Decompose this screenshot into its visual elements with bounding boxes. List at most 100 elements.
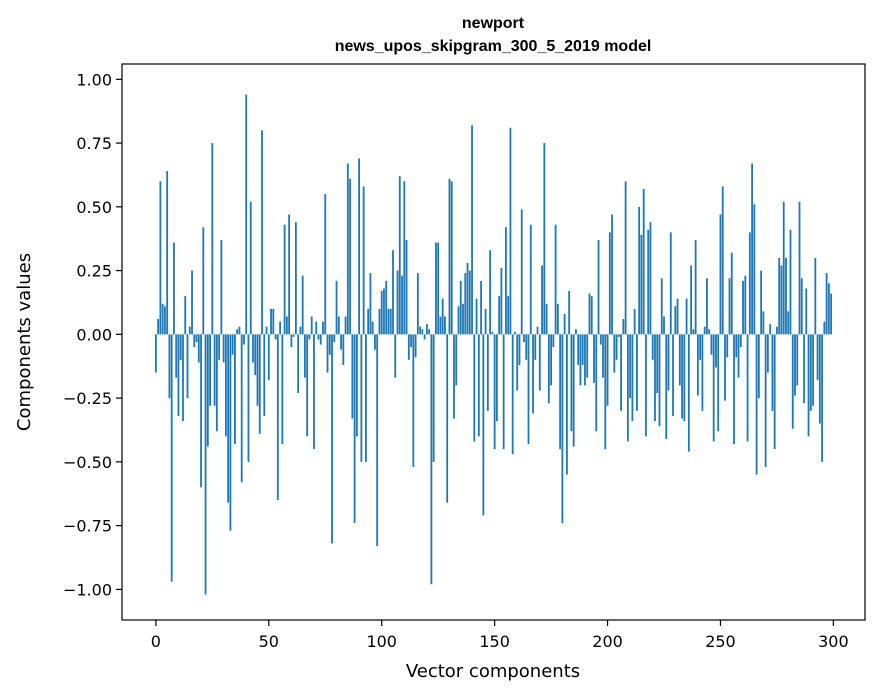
x-axis-ticks: 0 50 100 150 200 250 300	[151, 620, 849, 651]
bar	[444, 316, 446, 335]
bar	[473, 334, 476, 442]
bar	[245, 94, 248, 335]
bar	[520, 209, 523, 335]
bar	[484, 308, 487, 335]
bar	[631, 334, 634, 422]
bar	[611, 214, 613, 335]
bar	[340, 334, 342, 350]
bar	[437, 242, 440, 335]
bar	[267, 334, 270, 381]
bar	[766, 334, 769, 373]
bar	[703, 326, 706, 335]
x-axis-label: Vector components	[406, 661, 580, 682]
bar	[166, 171, 169, 335]
bar	[534, 334, 537, 360]
y-axis-ticks: −1.00 −0.75 −0.50 −0.25 0.00 0.25 0.50 0.75 1.00	[63, 70, 122, 599]
bar	[809, 334, 812, 411]
bar	[446, 334, 449, 503]
bar	[335, 280, 338, 335]
bar	[491, 331, 494, 335]
bar	[310, 316, 313, 335]
bar	[796, 334, 799, 386]
bar	[387, 308, 390, 335]
y-tick-label: 0.50	[76, 198, 112, 217]
bar	[712, 334, 715, 442]
bar	[687, 334, 690, 452]
bar	[541, 265, 543, 335]
bar	[595, 334, 598, 432]
x-tick-label: 50	[259, 632, 279, 651]
bar	[322, 321, 324, 335]
bar	[547, 334, 550, 404]
bar	[254, 334, 257, 376]
bar	[737, 334, 740, 378]
bar	[240, 334, 243, 483]
bar	[663, 316, 665, 335]
bar	[780, 265, 783, 335]
bar	[690, 265, 693, 335]
bar	[606, 334, 609, 406]
bar	[825, 273, 828, 335]
bar	[656, 334, 659, 394]
bar	[633, 308, 636, 335]
bar	[579, 334, 582, 386]
bar	[489, 250, 492, 335]
bar	[669, 232, 672, 335]
bar	[206, 334, 209, 447]
bar	[351, 334, 354, 419]
bar	[182, 334, 184, 422]
bar	[396, 270, 399, 335]
bar	[523, 334, 525, 342]
bar	[778, 257, 781, 335]
bar	[376, 334, 379, 547]
bar	[584, 334, 586, 386]
bar	[313, 334, 315, 450]
bar	[615, 334, 618, 360]
bar	[405, 239, 408, 335]
y-tick-label: −0.75	[63, 517, 112, 536]
bar	[694, 239, 697, 335]
bar	[559, 334, 562, 450]
bar	[383, 288, 385, 335]
bar	[807, 334, 810, 437]
x-tick-label: 100	[366, 632, 397, 651]
bar	[215, 334, 218, 432]
bar	[827, 283, 830, 335]
x-tick-label: 150	[479, 632, 510, 651]
bar	[222, 334, 225, 363]
bar	[482, 334, 485, 516]
bar	[270, 308, 272, 335]
bar	[462, 303, 464, 335]
bar	[428, 329, 431, 335]
bar	[385, 280, 388, 335]
bar	[570, 334, 573, 432]
bar	[746, 334, 749, 442]
bar	[459, 280, 462, 335]
bar	[247, 334, 250, 462]
bar	[748, 232, 751, 335]
bar	[416, 273, 419, 335]
bar	[353, 334, 356, 524]
bar	[170, 334, 173, 582]
bar	[674, 306, 677, 335]
bar	[638, 206, 641, 335]
bar	[613, 334, 616, 373]
bar	[751, 163, 753, 335]
bar	[706, 278, 708, 335]
bar	[441, 298, 444, 335]
bar	[154, 334, 157, 373]
bar	[389, 308, 392, 335]
bar	[620, 334, 622, 411]
bar	[279, 321, 281, 335]
bar	[715, 334, 717, 368]
bar	[660, 278, 663, 335]
bar	[378, 308, 381, 335]
bar	[292, 334, 295, 337]
bar	[344, 316, 347, 335]
bar	[753, 204, 756, 335]
bar	[315, 321, 318, 335]
chart-subtitle: news_upos_skipgram_300_5_2019 model	[335, 38, 652, 55]
bar	[640, 234, 643, 335]
bar	[500, 268, 503, 335]
bar	[757, 334, 760, 399]
